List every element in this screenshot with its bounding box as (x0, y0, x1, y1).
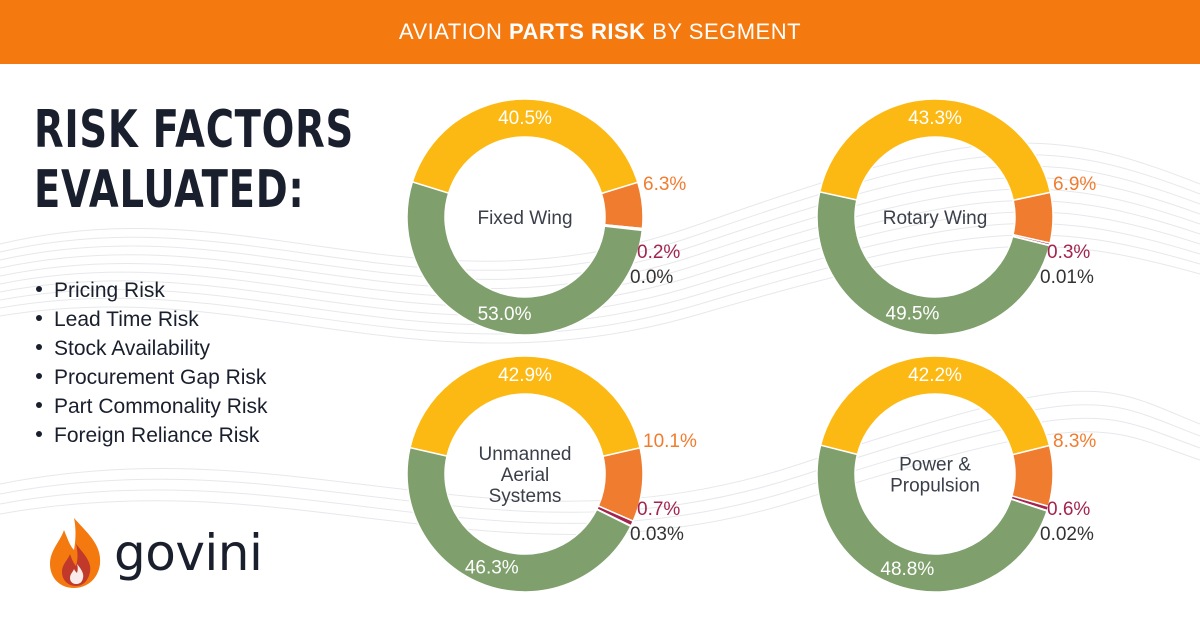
factor-label: Foreign Reliance Risk (54, 424, 260, 447)
donut-slice-yellow (819, 355, 1051, 456)
data-label-dark: 0.02% (1040, 524, 1094, 545)
logo-wordmark: govini (114, 524, 263, 582)
data-label-yellow: 42.9% (498, 365, 552, 386)
data-label-dark: 0.01% (1040, 267, 1094, 288)
flame-icon (50, 518, 101, 588)
title-banner: AVIATION PARTS RISK BY SEGMENT (0, 0, 1200, 64)
donut-chart-4: 42.2% 8.3% 0.6% 0.02% 48.8% Power &Propulsion (816, 355, 1096, 593)
data-label-maroon: 0.3% (1047, 242, 1090, 263)
data-label-orange: 10.1% (643, 431, 697, 452)
donut-slice-green (816, 191, 1051, 336)
donut-slice-yellow (411, 98, 639, 195)
data-label-yellow: 42.2% (908, 365, 962, 386)
bullet-icon (36, 373, 42, 380)
bullet-icon (36, 431, 42, 438)
list-item: Foreign Reliance Risk (36, 421, 268, 450)
chart-center-title: Unmanned (479, 444, 572, 465)
data-label-maroon: 0.7% (637, 499, 680, 520)
data-label-dark: 0.0% (630, 267, 673, 288)
data-label-orange: 8.3% (1053, 431, 1096, 452)
risk-factors-heading: RISK FACTORS EVALUATED: (34, 100, 354, 220)
chart-center-title: Systems (489, 486, 562, 507)
risk-factors-list: Pricing Risk Lead Time Risk Stock Availa… (36, 276, 268, 450)
factor-label: Part Commonality Risk (54, 395, 268, 418)
data-label-yellow: 43.3% (908, 108, 962, 129)
data-label-green: 46.3% (465, 557, 519, 578)
heading-line-2: EVALUATED: (34, 160, 305, 220)
donut-slice-green (816, 444, 1048, 593)
factor-label: Pricing Risk (54, 279, 165, 302)
bullet-icon (36, 402, 42, 409)
chart-center-title: Fixed Wing (477, 208, 572, 229)
list-item: Part Commonality Risk (36, 392, 268, 421)
list-item: Stock Availability (36, 334, 268, 363)
data-label-green: 49.5% (886, 303, 940, 324)
donut-slice-green (406, 446, 632, 593)
data-label-yellow: 40.5% (498, 108, 552, 129)
factor-label: Stock Availability (54, 337, 211, 360)
list-item: Pricing Risk (36, 276, 268, 305)
bullet-icon (36, 344, 42, 351)
factor-label: Procurement Gap Risk (54, 366, 267, 389)
donut-slice-green (406, 180, 644, 336)
data-label-maroon: 0.6% (1047, 499, 1090, 520)
chart-center-title: Power & (899, 455, 971, 476)
list-item: Procurement Gap Risk (36, 363, 268, 392)
donut-chart-1: 40.5% 6.3% 0.2% 0.0% 53.0% Fixed Wing (406, 98, 686, 336)
banner-suffix: BY SEGMENT (652, 19, 802, 44)
banner-bold: PARTS RISK (508, 19, 646, 44)
chart-center-title: Propulsion (890, 476, 980, 497)
donut-chart-2: 43.3% 6.9% 0.3% 0.01% 49.5% Rotary Wing (816, 98, 1096, 336)
chart-center-title: Rotary Wing (883, 208, 988, 229)
data-label-maroon: 0.2% (637, 242, 680, 263)
bullet-icon (36, 286, 42, 293)
background-wave-pattern (0, 142, 1200, 535)
chart-center-title: Aerial (501, 465, 550, 486)
donut-slice-yellow (409, 355, 641, 458)
data-label-orange: 6.3% (643, 174, 686, 195)
data-label-green: 48.8% (880, 559, 934, 580)
bullet-icon (36, 315, 42, 322)
donut-chart-3: 42.9% 10.1% 0.7% 0.03% 46.3% UnmannedAerialSy… (406, 355, 697, 593)
factor-label: Lead Time Risk (54, 308, 199, 331)
heading-line-1: RISK FACTORS (34, 100, 354, 160)
donut-slice-yellow (818, 98, 1052, 202)
list-item: Lead Time Risk (36, 305, 268, 334)
govini-logo: govini (46, 516, 263, 590)
data-label-green: 53.0% (478, 304, 532, 325)
data-label-dark: 0.03% (630, 524, 684, 545)
banner-prefix: AVIATION (398, 19, 503, 44)
data-label-orange: 6.9% (1053, 174, 1096, 195)
